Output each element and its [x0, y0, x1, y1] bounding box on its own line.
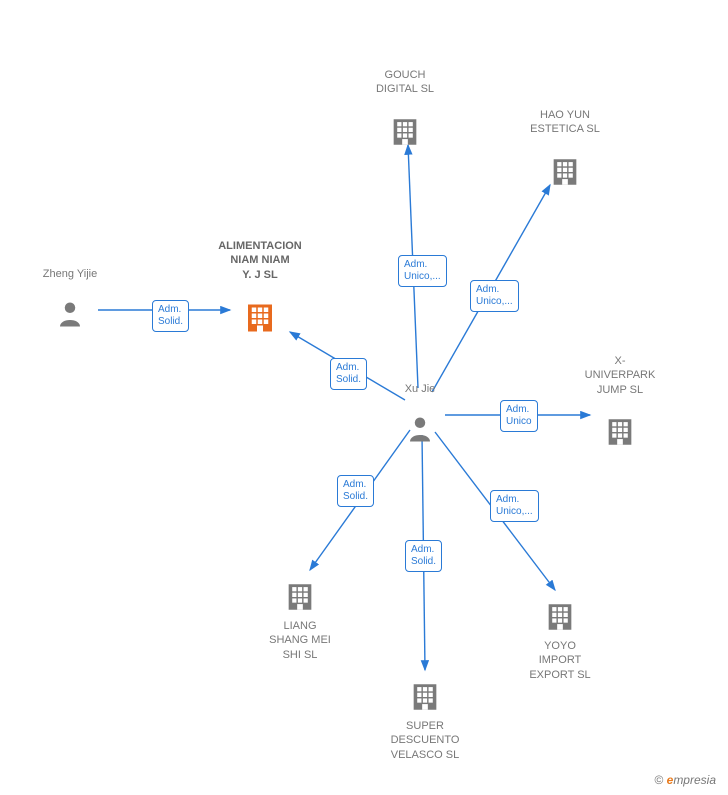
- node-label-xujie: Xu Jie: [360, 382, 480, 396]
- node-alimentacion[interactable]: ALIMENTACION NIAM NIAM Y. J SL: [200, 239, 320, 341]
- copyright-symbol: ©: [654, 773, 663, 787]
- node-label-super: SUPER DESCUENTO VELASCO SL: [365, 719, 485, 762]
- edge-label-xujie-super: Adm. Solid.: [405, 540, 442, 572]
- building-icon: [548, 155, 582, 194]
- building-icon: [242, 300, 278, 341]
- building-icon: [543, 600, 577, 639]
- person-icon: [405, 414, 435, 449]
- building-icon: [408, 680, 442, 719]
- edge-label-zheng-alimentacion: Adm. Solid.: [152, 300, 189, 332]
- node-zheng[interactable]: Zheng Yijie: [10, 267, 130, 334]
- person-icon: [55, 299, 85, 334]
- node-label-yoyo: YOYO IMPORT EXPORT SL: [500, 639, 620, 682]
- node-haoyun[interactable]: HAO YUN ESTETICA SL: [505, 108, 625, 194]
- node-label-haoyun: HAO YUN ESTETICA SL: [505, 108, 625, 137]
- edge-label-xujie-liang: Adm. Solid.: [337, 475, 374, 507]
- node-gouch[interactable]: GOUCH DIGITAL SL: [345, 68, 465, 154]
- node-super[interactable]: SUPER DESCUENTO VELASCO SL: [365, 680, 485, 762]
- node-label-alimentacion: ALIMENTACION NIAM NIAM Y. J SL: [200, 239, 320, 282]
- node-liang[interactable]: LIANG SHANG MEI SHI SL: [240, 580, 360, 662]
- brand-rest: mpresia: [673, 773, 716, 787]
- edge-label-xujie-xuniverpark: Adm. Unico: [500, 400, 538, 432]
- node-label-gouch: GOUCH DIGITAL SL: [345, 68, 465, 97]
- node-label-xuniverpark: X- UNIVERPARK JUMP SL: [560, 354, 680, 397]
- diagram-canvas: Zheng Yijie ALIMENTACION NIAM NIAM Y. J …: [0, 0, 728, 795]
- building-icon: [388, 115, 422, 154]
- edge-label-xujie-yoyo: Adm. Unico,...: [490, 490, 539, 522]
- edge-label-xujie-gouch: Adm. Unico,...: [398, 255, 447, 287]
- edge-label-xujie-haoyun: Adm. Unico,...: [470, 280, 519, 312]
- building-icon: [603, 415, 637, 454]
- footer-credit: © empresia: [654, 773, 716, 787]
- building-icon: [283, 580, 317, 619]
- node-label-zheng: Zheng Yijie: [10, 267, 130, 281]
- node-label-liang: LIANG SHANG MEI SHI SL: [240, 619, 360, 662]
- node-xujie[interactable]: Xu Jie: [360, 382, 480, 449]
- node-yoyo[interactable]: YOYO IMPORT EXPORT SL: [500, 600, 620, 682]
- edge-label-xujie-alimentacion: Adm. Solid.: [330, 358, 367, 390]
- node-xuniverpark[interactable]: X- UNIVERPARK JUMP SL: [560, 354, 680, 454]
